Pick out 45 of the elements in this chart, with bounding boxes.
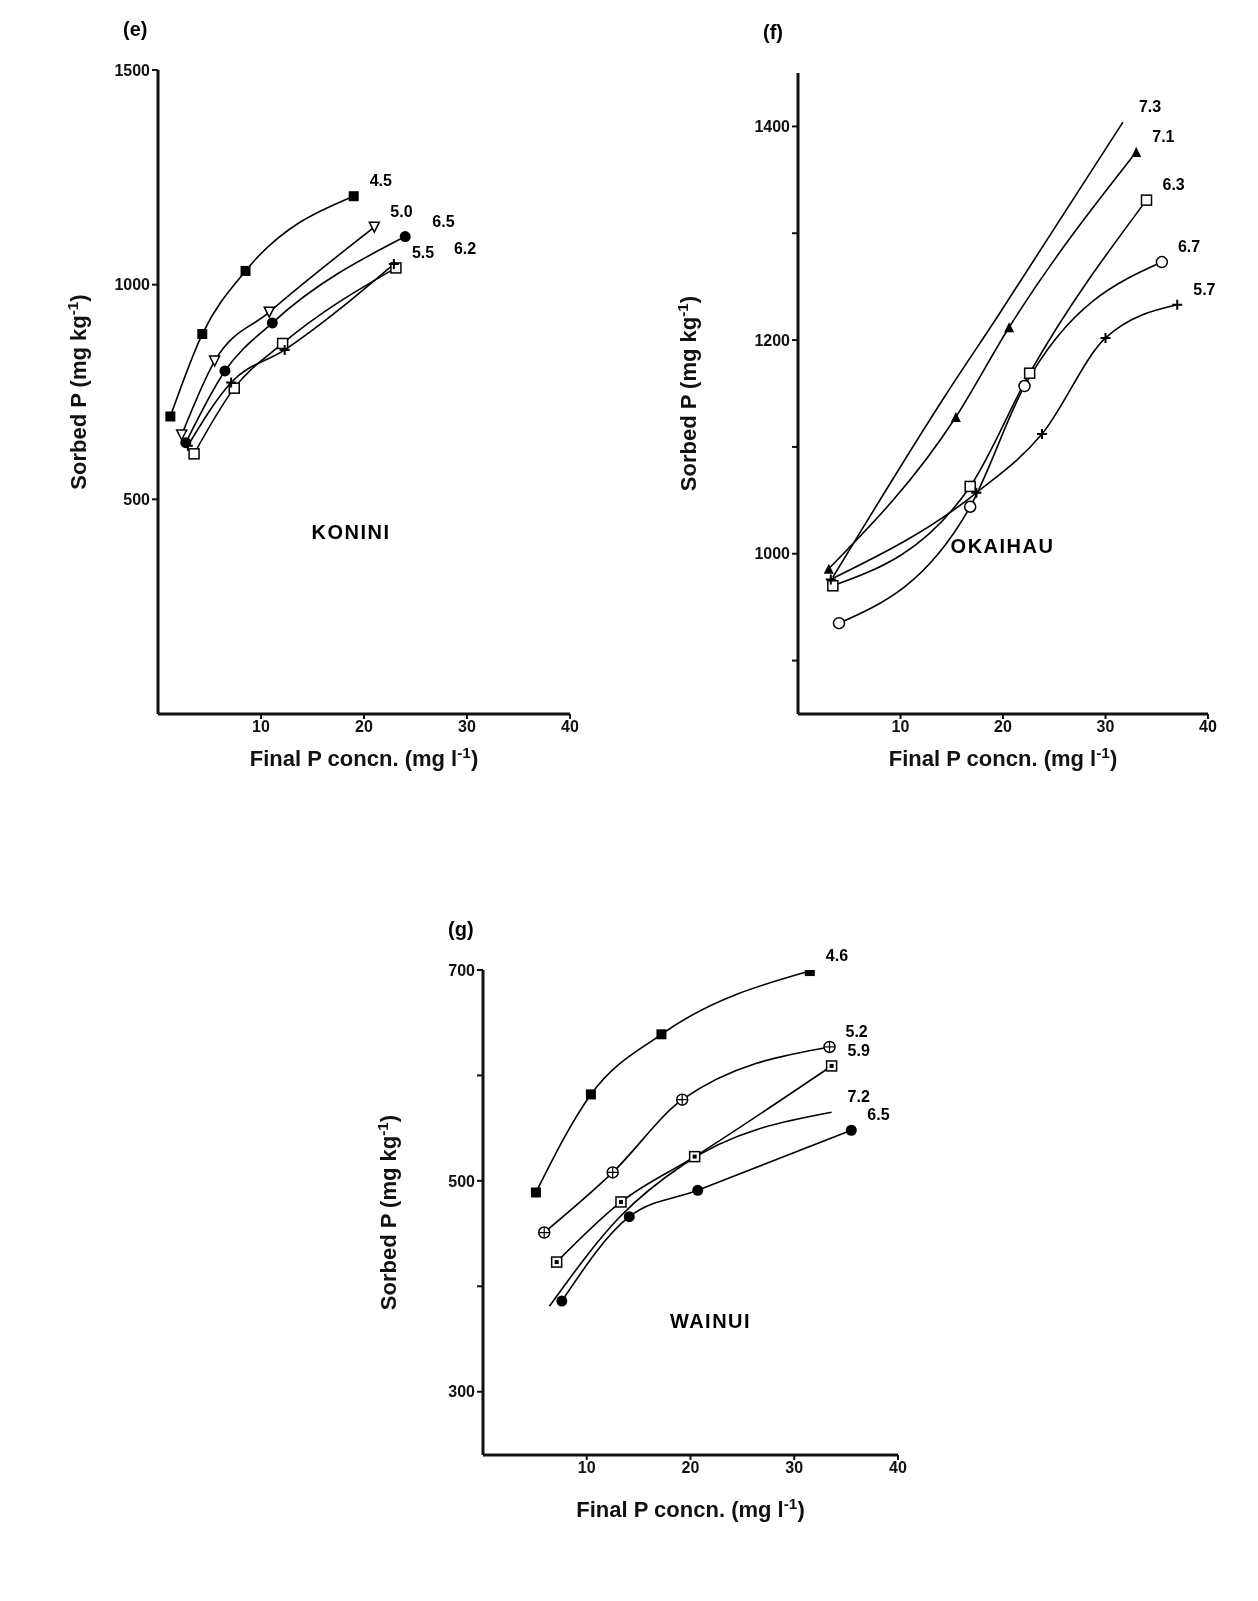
series-label: 7.2 <box>847 1088 870 1106</box>
y-tick-label: 500 <box>448 1172 476 1190</box>
x-tick-label: 10 <box>252 718 270 736</box>
series-label: 6.3 <box>1162 176 1185 194</box>
x-axis-title: Final P concn. (mg l$^{-1}$) <box>576 1494 805 1522</box>
series-label: 7.3 <box>1138 98 1162 116</box>
x-tick-label: 30 <box>458 718 476 736</box>
x-tick-label: 20 <box>355 718 373 736</box>
x-tick-label: 30 <box>1096 718 1115 736</box>
y-tick-label: 1400 <box>754 118 791 136</box>
x-axis-title: Final P concn. (mg l$^{-1}$) <box>249 743 479 771</box>
y-tick-label: 1000 <box>754 545 791 563</box>
x-tick-label: 10 <box>891 718 910 736</box>
chart-title: (g) <box>448 918 474 941</box>
x-tick-label: 10 <box>577 1459 596 1477</box>
series-label: 5.2 <box>845 1022 868 1040</box>
series-label: 6.7 <box>1177 238 1201 256</box>
series-label: 4.5 <box>369 172 393 190</box>
series-label: 5.0 <box>390 203 413 221</box>
chart-title: (e) <box>123 18 148 41</box>
series-label: 5.9 <box>847 1041 870 1059</box>
annotation: WAINUI <box>668 1309 753 1333</box>
series-label: 7.1 <box>1152 128 1175 146</box>
x-axis-title: Final P concn. (mg l$^{-1}$) <box>888 743 1118 771</box>
x-tick-label: 40 <box>561 718 579 736</box>
x-tick-label: 40 <box>889 1459 907 1477</box>
series-label: 5.5 <box>411 243 435 261</box>
series-label: 5.7 <box>1193 280 1216 298</box>
y-tick-label: 1200 <box>754 331 791 349</box>
x-tick-label: 20 <box>681 1459 700 1477</box>
series-label: 6.5 <box>867 1106 890 1124</box>
y-tick-label: 1500 <box>114 61 151 79</box>
annotation: OKAIHAU <box>949 534 1056 558</box>
y-tick-label: 300 <box>448 1383 476 1401</box>
annotation: KONINI <box>310 520 392 544</box>
series-label: 6.5 <box>432 212 455 230</box>
text: 6.2 <box>453 240 477 258</box>
x-tick-label: 20 <box>994 718 1012 736</box>
x-tick-label: 30 <box>785 1459 804 1477</box>
x-tick-label: 40 <box>1199 718 1217 736</box>
y-tick-label: 500 <box>123 491 151 509</box>
chart-title: (f) <box>763 21 783 44</box>
y-tick-label: 1000 <box>114 276 151 294</box>
y-tick-label: 700 <box>448 961 476 979</box>
series-label: 4.6 <box>825 947 849 965</box>
